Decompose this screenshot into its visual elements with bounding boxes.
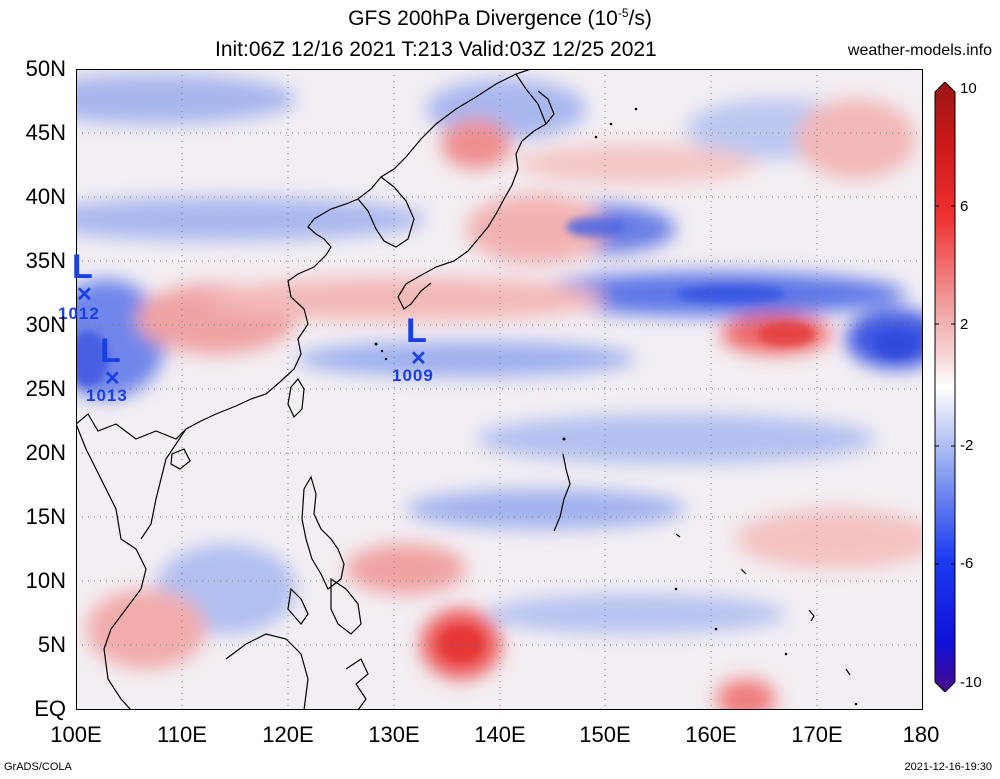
lon-label: 120E: [262, 722, 314, 747]
divergence-map: [76, 69, 923, 710]
lat-label: 45N: [25, 120, 66, 145]
colorbar-label: -2: [960, 437, 974, 454]
lon-label: 150E: [579, 722, 631, 747]
title-units: /s): [628, 7, 652, 30]
lon-label: 140E: [474, 722, 526, 747]
lat-label: 15N: [25, 504, 66, 529]
lat-label: EQ: [34, 696, 66, 721]
low-pressure-value: 1009: [392, 366, 434, 385]
low-center-icon: ✕: [76, 284, 93, 306]
graticule: [76, 69, 923, 710]
lon-label: 100E: [50, 722, 102, 747]
lat-label: 40N: [25, 184, 66, 209]
map-frame: [76, 69, 923, 710]
colorbar-label: 10: [960, 80, 977, 97]
site-credit: weather-models.info: [847, 42, 992, 59]
title-text: GFS 200hPa Divergence (10: [348, 7, 618, 30]
lon-label: 180: [902, 722, 940, 747]
coastlines: [76, 69, 851, 710]
lon-label: 130E: [368, 722, 420, 747]
low-center-icon: ✕: [410, 348, 427, 370]
lon-label: 160E: [685, 722, 737, 747]
lon-label: 170E: [791, 722, 843, 747]
colorbar-label: 6: [960, 198, 969, 215]
colorbar-label: -6: [960, 555, 974, 572]
title-exponent: -5: [617, 6, 629, 20]
colorbar-label: -10: [960, 674, 982, 691]
software-credit: GrADS/COLA: [4, 761, 72, 773]
lat-label: 25N: [25, 376, 66, 401]
lat-label: 10N: [25, 568, 66, 593]
low-pressure-value: 1012: [58, 304, 100, 323]
map-subtitle: Init:06Z 12/16 2021 T:213 Valid:03Z 12/2…: [215, 38, 657, 61]
colorbar-label: 2: [960, 316, 969, 333]
low-center-icon: ✕: [104, 368, 121, 390]
low-pressure-value: 1013: [86, 386, 128, 405]
lon-label: 110E: [157, 722, 207, 747]
lat-label: 30N: [25, 312, 66, 337]
low-symbol: L: [72, 248, 93, 286]
lat-label: 50N: [25, 56, 66, 81]
lat-label: 20N: [25, 440, 66, 465]
map-title: GFS 200hPa Divergence (10-5/s): [0, 6, 1000, 31]
colorbar: [934, 82, 956, 692]
generation-timestamp: 2021-12-16-19:30: [904, 761, 992, 773]
low-symbol: L: [406, 312, 427, 350]
low-symbol: L: [100, 332, 121, 370]
lat-label: 35N: [25, 248, 66, 273]
lat-label: 5N: [37, 632, 66, 657]
